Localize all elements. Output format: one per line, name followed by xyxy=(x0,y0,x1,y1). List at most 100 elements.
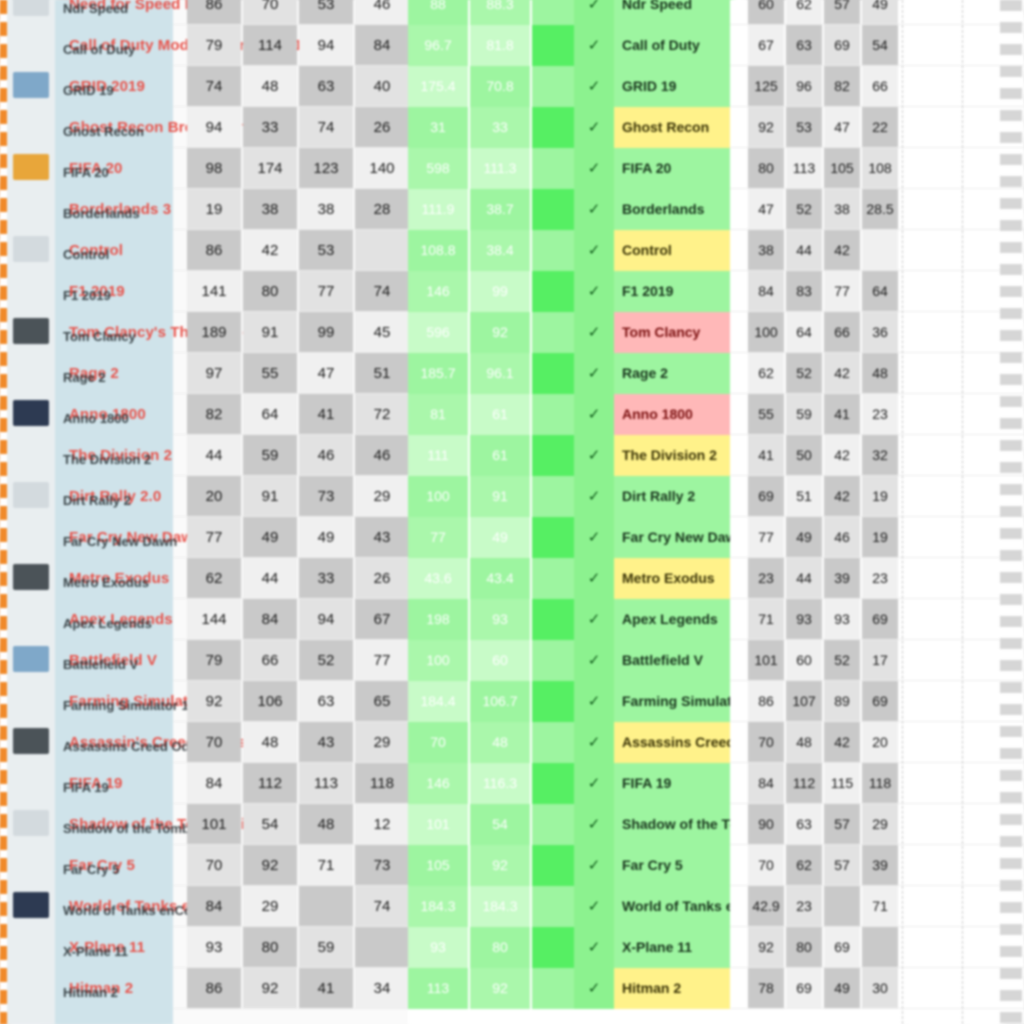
summary-cell[interactable]: 96.7 xyxy=(408,25,468,66)
benchmark-cell[interactable]: 69 xyxy=(824,927,860,968)
summary-bar-cell[interactable] xyxy=(532,353,574,394)
benchmark-cell[interactable]: 42 xyxy=(824,230,860,271)
benchmark-cell[interactable]: 82 xyxy=(824,66,860,107)
benchmark-cell[interactable]: 69 xyxy=(748,476,784,517)
summary-bar-cell[interactable] xyxy=(532,476,574,517)
summary-cell[interactable]: 70 xyxy=(408,722,468,763)
benchmark-cell[interactable]: 84 xyxy=(355,25,409,66)
summary-cell[interactable]: 31 xyxy=(408,107,468,148)
status-badge[interactable]: Battlefield V xyxy=(614,640,730,681)
summary-cell[interactable]: 88.3 xyxy=(470,0,530,25)
benchmark-cell[interactable]: 22 xyxy=(862,107,898,148)
benchmark-cell[interactable]: 46 xyxy=(355,435,409,476)
summary-bar-cell[interactable] xyxy=(532,804,574,845)
summary-cell[interactable]: 184.4 xyxy=(408,681,468,722)
benchmark-cell[interactable]: 98 xyxy=(187,148,241,189)
benchmark-cell[interactable]: 86 xyxy=(187,230,241,271)
benchmark-cell[interactable]: 41 xyxy=(824,394,860,435)
summary-cell[interactable]: 91 xyxy=(470,476,530,517)
benchmark-cell[interactable]: 49 xyxy=(786,517,822,558)
benchmark-cell[interactable]: 32 xyxy=(862,435,898,476)
benchmark-cell[interactable]: 29 xyxy=(355,476,409,517)
summary-cell[interactable]: 93 xyxy=(470,599,530,640)
benchmark-cell[interactable]: 29 xyxy=(243,886,297,927)
benchmark-cell[interactable]: 70 xyxy=(243,0,297,25)
benchmark-cell[interactable]: 101 xyxy=(748,640,784,681)
summary-bar-cell[interactable] xyxy=(532,435,574,476)
benchmark-cell[interactable]: 51 xyxy=(786,476,822,517)
summary-bar-cell[interactable] xyxy=(532,66,574,107)
benchmark-cell[interactable]: 49 xyxy=(243,517,297,558)
summary-cell[interactable]: 38.7 xyxy=(470,189,530,230)
benchmark-cell[interactable]: 28.5 xyxy=(862,189,898,230)
benchmark-cell[interactable]: 44 xyxy=(786,230,822,271)
summary-bar-cell[interactable] xyxy=(532,599,574,640)
benchmark-cell[interactable]: 144 xyxy=(187,599,241,640)
summary-bar-cell[interactable] xyxy=(532,640,574,681)
benchmark-cell[interactable]: 72 xyxy=(355,394,409,435)
benchmark-cell[interactable]: 30 xyxy=(862,968,898,1009)
benchmark-cell[interactable]: 33 xyxy=(243,107,297,148)
summary-cell[interactable]: 111.9 xyxy=(408,189,468,230)
benchmark-cell[interactable]: 20 xyxy=(862,722,898,763)
benchmark-cell[interactable]: 23 xyxy=(748,558,784,599)
summary-bar-cell[interactable] xyxy=(532,148,574,189)
benchmark-cell[interactable]: 44 xyxy=(786,558,822,599)
benchmark-cell[interactable]: 52 xyxy=(786,189,822,230)
benchmark-cell[interactable]: 64 xyxy=(862,271,898,312)
benchmark-cell[interactable]: 84 xyxy=(187,763,241,804)
benchmark-cell[interactable]: 41 xyxy=(299,394,353,435)
benchmark-cell[interactable]: 34 xyxy=(355,968,409,1009)
benchmark-cell[interactable]: 29 xyxy=(862,804,898,845)
benchmark-cell[interactable]: 55 xyxy=(243,353,297,394)
benchmark-cell[interactable] xyxy=(862,927,898,968)
summary-bar-cell[interactable] xyxy=(532,722,574,763)
summary-bar-cell[interactable] xyxy=(532,0,574,25)
benchmark-cell[interactable]: 66 xyxy=(824,312,860,353)
summary-bar-cell[interactable] xyxy=(532,681,574,722)
summary-cell[interactable]: 96.1 xyxy=(470,353,530,394)
benchmark-cell[interactable]: 53 xyxy=(299,230,353,271)
summary-cell[interactable]: 43.6 xyxy=(408,558,468,599)
benchmark-cell[interactable]: 54 xyxy=(862,25,898,66)
benchmark-cell[interactable]: 57 xyxy=(824,845,860,886)
benchmark-cell[interactable]: 92 xyxy=(243,968,297,1009)
benchmark-cell[interactable]: 48 xyxy=(243,722,297,763)
benchmark-cell[interactable]: 42 xyxy=(243,230,297,271)
status-badge[interactable]: Ndr Speed xyxy=(614,0,730,25)
status-badge[interactable]: Tom Clancy xyxy=(614,312,730,353)
benchmark-cell[interactable]: 86 xyxy=(748,681,784,722)
status-badge[interactable]: Rage 2 xyxy=(614,353,730,394)
summary-cell[interactable]: 108.8 xyxy=(408,230,468,271)
benchmark-cell[interactable] xyxy=(355,927,409,968)
benchmark-cell[interactable]: 17 xyxy=(862,640,898,681)
summary-cell[interactable]: 111 xyxy=(408,435,468,476)
benchmark-cell[interactable]: 49 xyxy=(824,968,860,1009)
benchmark-cell[interactable]: 42 xyxy=(824,476,860,517)
summary-cell[interactable]: 49 xyxy=(470,517,530,558)
summary-cell[interactable]: 80 xyxy=(470,927,530,968)
benchmark-cell[interactable]: 20 xyxy=(187,476,241,517)
benchmark-cell[interactable]: 79 xyxy=(187,640,241,681)
status-badge[interactable]: Assassins Creed Odyssey xyxy=(614,722,797,763)
benchmark-cell[interactable]: 77 xyxy=(355,640,409,681)
benchmark-cell[interactable]: 69 xyxy=(862,681,898,722)
benchmark-cell[interactable]: 67 xyxy=(355,599,409,640)
benchmark-cell[interactable]: 74 xyxy=(355,886,409,927)
benchmark-cell[interactable]: 12 xyxy=(355,804,409,845)
benchmark-cell[interactable]: 70 xyxy=(748,845,784,886)
summary-cell[interactable]: 106.7 xyxy=(470,681,530,722)
benchmark-cell[interactable] xyxy=(355,230,409,271)
benchmark-cell[interactable]: 43 xyxy=(299,722,353,763)
summary-bar-cell[interactable] xyxy=(532,517,574,558)
benchmark-cell[interactable]: 74 xyxy=(355,271,409,312)
summary-cell[interactable]: 184.3 xyxy=(408,886,468,927)
summary-cell[interactable]: 100 xyxy=(408,640,468,681)
benchmark-cell[interactable]: 118 xyxy=(862,763,898,804)
summary-cell[interactable]: 54 xyxy=(470,804,530,845)
benchmark-cell[interactable]: 40 xyxy=(355,66,409,107)
benchmark-cell[interactable]: 91 xyxy=(243,312,297,353)
benchmark-cell[interactable] xyxy=(299,886,353,927)
benchmark-cell[interactable]: 80 xyxy=(748,148,784,189)
summary-bar-cell[interactable] xyxy=(532,312,574,353)
